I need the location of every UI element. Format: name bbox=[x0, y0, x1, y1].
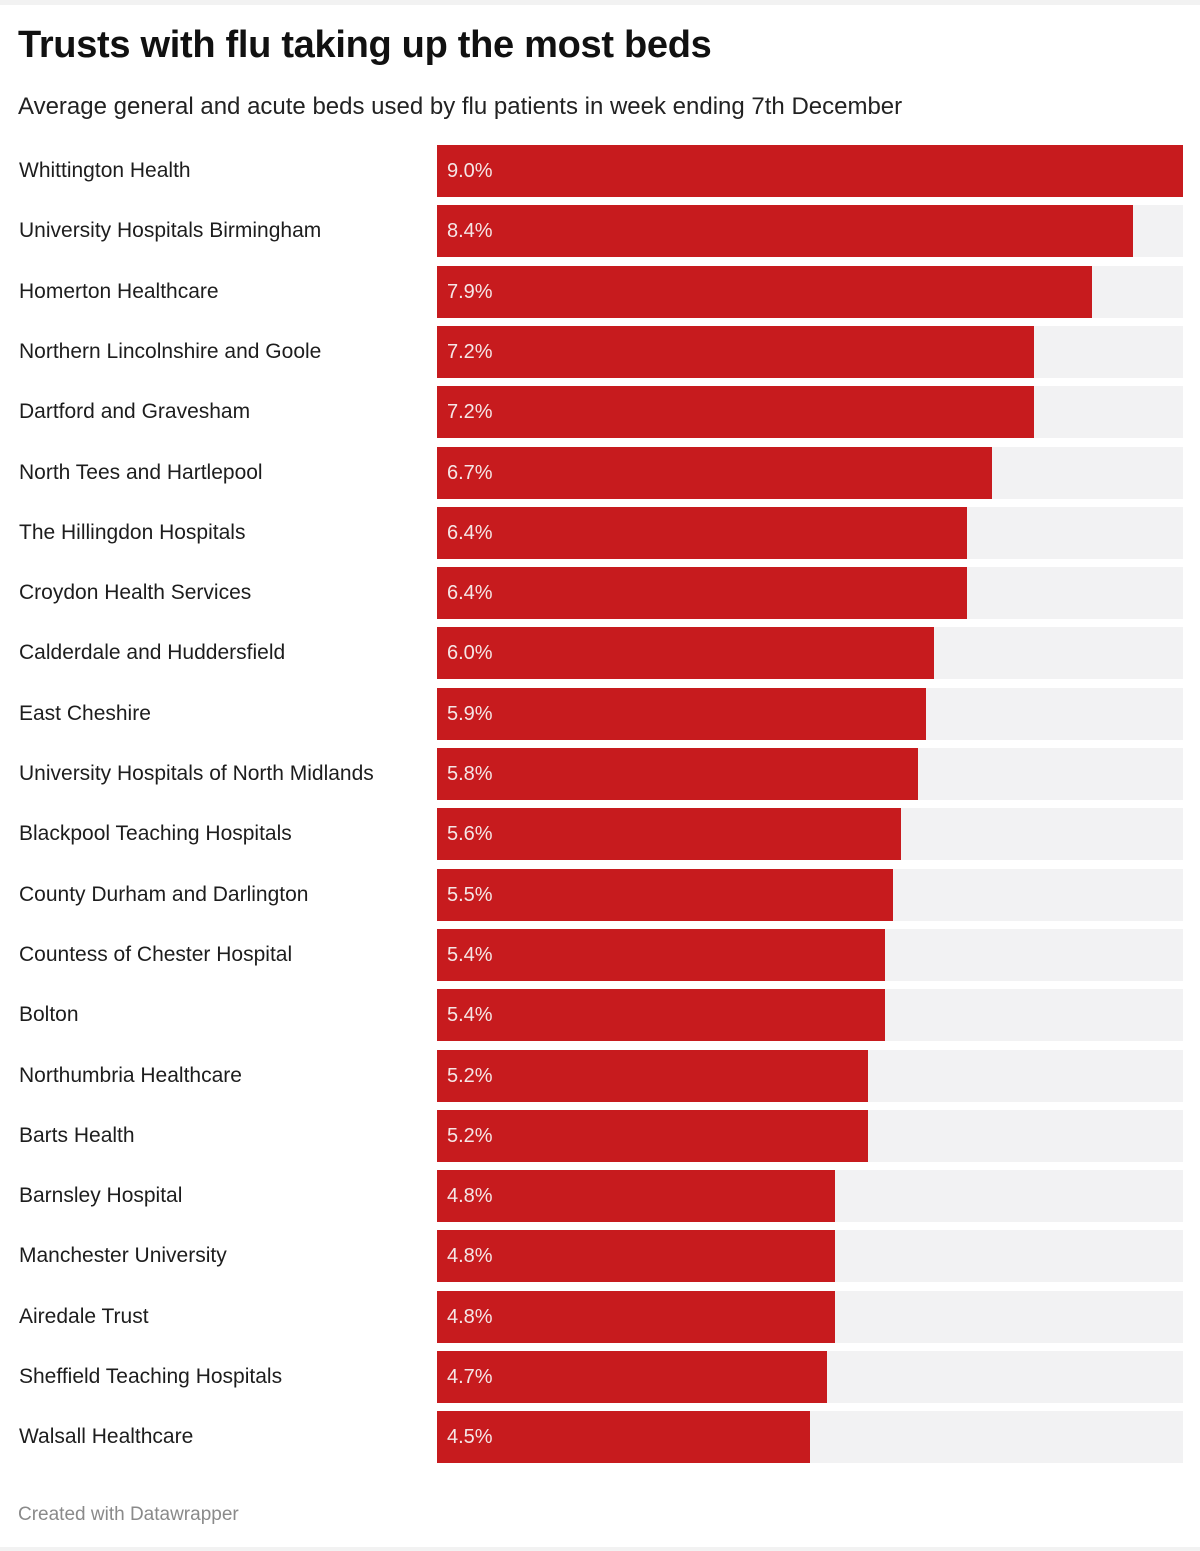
category-label: Calderdale and Huddersfield bbox=[19, 641, 286, 664]
bar bbox=[437, 266, 1092, 318]
bottom-border bbox=[0, 1547, 1200, 1551]
category-label: The Hillingdon Hospitals bbox=[19, 521, 246, 544]
value-label: 7.9% bbox=[447, 281, 493, 303]
value-label: 7.2% bbox=[447, 401, 493, 423]
value-label: 6.4% bbox=[447, 522, 493, 544]
value-label: 5.2% bbox=[447, 1125, 493, 1147]
value-label: 8.4% bbox=[447, 220, 493, 242]
category-label: East Cheshire bbox=[19, 702, 151, 725]
bar bbox=[437, 386, 1034, 438]
category-label: Barnsley Hospital bbox=[19, 1184, 183, 1207]
value-label: 7.2% bbox=[447, 341, 493, 363]
category-label: Croydon Health Services bbox=[19, 581, 252, 604]
category-label: County Durham and Darlington bbox=[19, 883, 309, 906]
category-label: Bolton bbox=[19, 1003, 79, 1026]
category-label: Blackpool Teaching Hospitals bbox=[19, 822, 292, 845]
bar bbox=[437, 688, 927, 740]
category-label: Whittington Health bbox=[19, 159, 191, 182]
bar bbox=[437, 869, 893, 921]
category-label: Northumbria Healthcare bbox=[19, 1064, 242, 1087]
bar bbox=[437, 507, 968, 559]
value-label: 4.8% bbox=[447, 1306, 493, 1328]
value-label: 5.4% bbox=[447, 944, 493, 966]
value-label: 6.7% bbox=[447, 462, 493, 484]
value-label: 5.9% bbox=[447, 703, 493, 725]
value-label: 4.5% bbox=[447, 1426, 493, 1448]
value-label: 4.7% bbox=[447, 1366, 493, 1388]
bar bbox=[437, 989, 885, 1041]
category-label: University Hospitals of North Midlands bbox=[19, 762, 374, 785]
top-border bbox=[0, 0, 1200, 5]
bar bbox=[437, 1170, 835, 1222]
chart-subtitle: Average general and acute beds used by f… bbox=[18, 93, 903, 120]
chart-title: Trusts with flu taking up the most beds bbox=[18, 24, 712, 66]
bar bbox=[437, 145, 1183, 197]
category-label: Homerton Healthcare bbox=[19, 280, 219, 303]
bar bbox=[437, 1411, 810, 1463]
category-label: Walsall Healthcare bbox=[19, 1425, 194, 1448]
value-label: 4.8% bbox=[447, 1245, 493, 1267]
category-label: Manchester University bbox=[19, 1244, 227, 1267]
bar bbox=[437, 205, 1134, 257]
value-label: 4.8% bbox=[447, 1185, 493, 1207]
category-label: Dartford and Gravesham bbox=[19, 400, 251, 423]
value-label: 5.8% bbox=[447, 763, 493, 785]
bar bbox=[437, 567, 968, 619]
bar bbox=[437, 1050, 869, 1102]
bar bbox=[437, 1291, 835, 1343]
category-label: Northern Lincolnshire and Goole bbox=[19, 340, 322, 363]
category-label: University Hospitals Birmingham bbox=[19, 219, 322, 242]
footer-credit[interactable]: Created with Datawrapper bbox=[18, 1504, 239, 1525]
value-label: 9.0% bbox=[447, 160, 493, 182]
bar bbox=[437, 1110, 869, 1162]
bar bbox=[437, 748, 918, 800]
bar bbox=[437, 808, 902, 860]
bar bbox=[437, 929, 885, 981]
bar bbox=[437, 1230, 835, 1282]
category-label: North Tees and Hartlepool bbox=[19, 461, 263, 484]
bar bbox=[437, 326, 1034, 378]
value-label: 5.5% bbox=[447, 884, 493, 906]
category-label: Barts Health bbox=[19, 1124, 135, 1147]
value-label: 5.2% bbox=[447, 1065, 493, 1087]
value-label: 6.0% bbox=[447, 642, 493, 664]
value-label: 5.6% bbox=[447, 823, 493, 845]
value-label: 5.4% bbox=[447, 1004, 493, 1026]
bar bbox=[437, 447, 993, 499]
bar bbox=[437, 1351, 827, 1403]
value-label: 6.4% bbox=[447, 582, 493, 604]
category-label: Sheffield Teaching Hospitals bbox=[19, 1365, 283, 1388]
category-label: Airedale Trust bbox=[19, 1305, 149, 1328]
category-label: Countess of Chester Hospital bbox=[19, 943, 293, 966]
bar bbox=[437, 627, 935, 679]
